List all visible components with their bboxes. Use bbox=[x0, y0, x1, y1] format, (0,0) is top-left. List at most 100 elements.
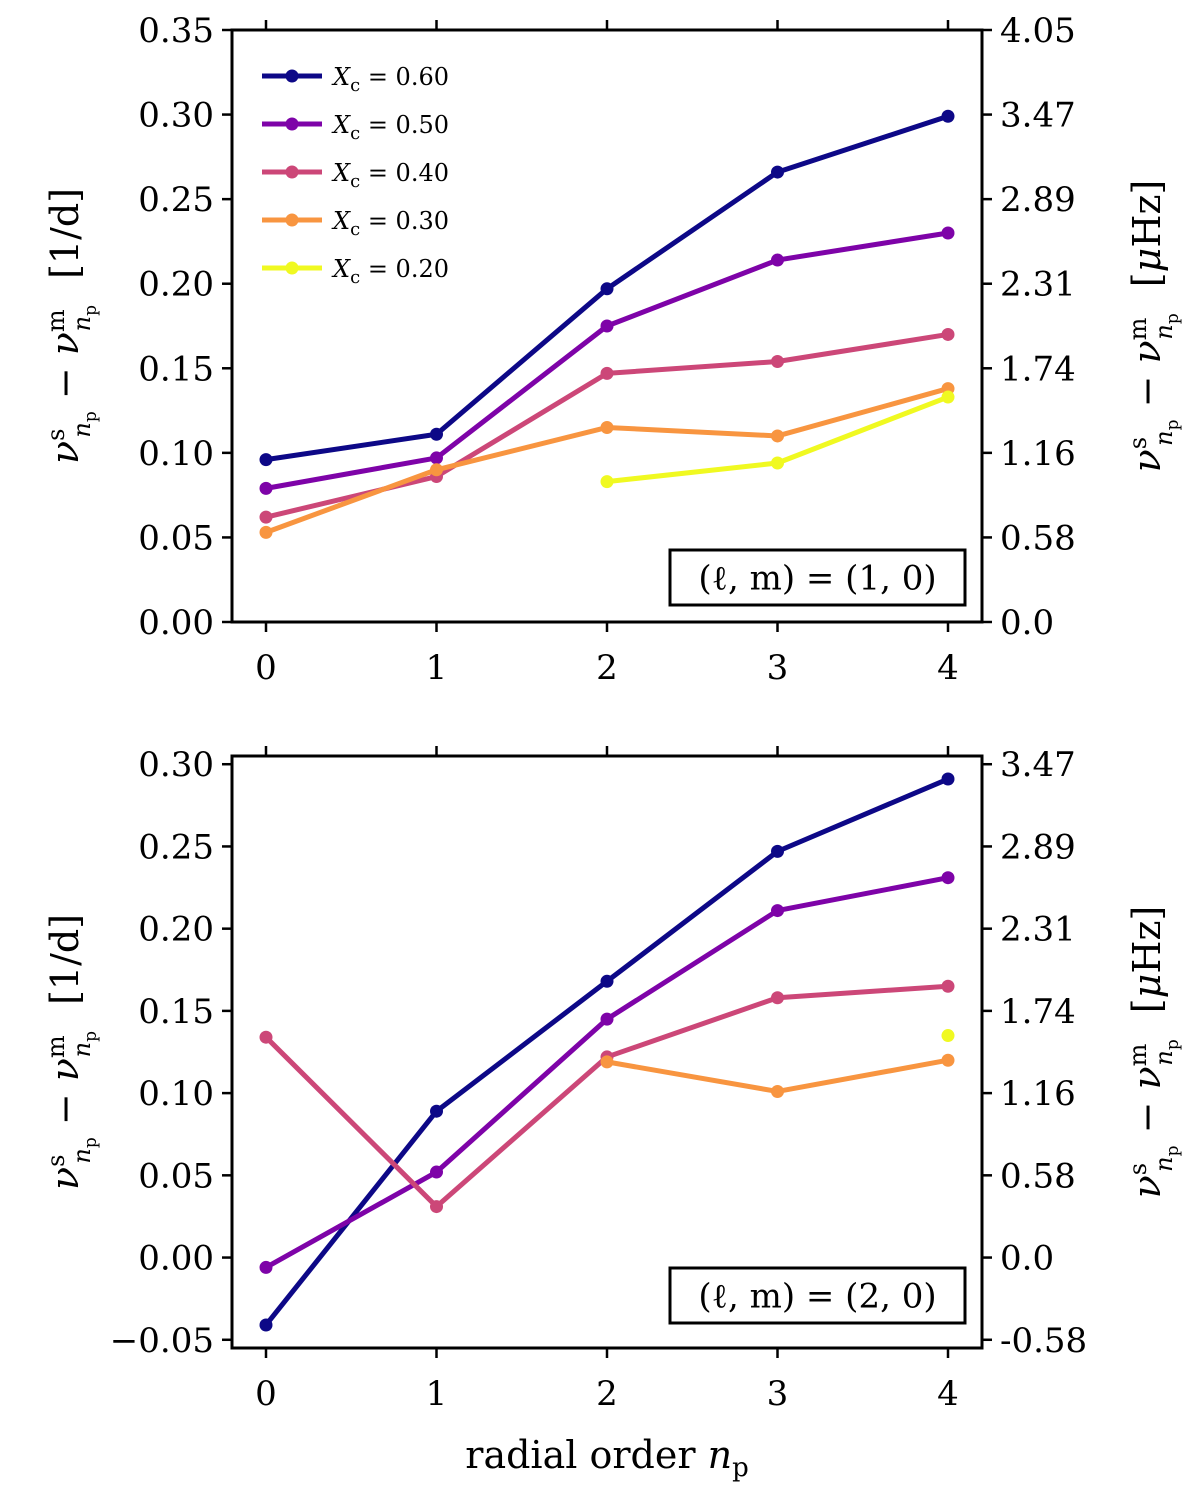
legend-swatch-marker bbox=[285, 261, 299, 275]
y-tick-label-right: 1.74 bbox=[1000, 349, 1076, 389]
legend-item: Xc = 0.60 bbox=[262, 63, 449, 96]
legend-label: Xc = 0.30 bbox=[331, 207, 449, 240]
y-tick-label-left: 0.10 bbox=[138, 434, 214, 474]
y-tick-label-right: 2.89 bbox=[1000, 827, 1076, 867]
x-tick-label: 3 bbox=[767, 648, 789, 688]
legend-item: Xc = 0.50 bbox=[262, 111, 449, 144]
data-point bbox=[430, 463, 443, 477]
y-tick-label-left: 0.30 bbox=[138, 96, 214, 136]
panel-label: (ℓ, m) = (2, 0) bbox=[698, 1277, 936, 1317]
data-point bbox=[430, 451, 443, 465]
y-tick-label-left: 0.00 bbox=[138, 603, 214, 643]
x-tick-label: 2 bbox=[596, 648, 618, 688]
data-point bbox=[600, 366, 614, 380]
series-Xc-0-20 bbox=[941, 1029, 955, 1043]
y-tick-label-right: 0.0 bbox=[1000, 603, 1054, 643]
y-tick-label-right: 2.89 bbox=[1000, 180, 1076, 220]
y-tick-label-left: 0.05 bbox=[138, 518, 214, 558]
y-tick-label-left: 0.05 bbox=[138, 1156, 214, 1196]
x-tick-label: 0 bbox=[255, 648, 277, 688]
x-tick-label: 2 bbox=[596, 1374, 618, 1414]
series-line bbox=[264, 875, 949, 1270]
data-point bbox=[600, 420, 614, 434]
panel-2: −0.05 -0.58 0.00 0.0 0.05 0.58 0.10 1.16 0.15 1.7… bbox=[42, 745, 1183, 1483]
y-tick-label-left: 0.25 bbox=[138, 180, 214, 220]
y-axis-label-left: νsnp − νmnp [1/d] bbox=[42, 188, 101, 464]
series-Xc-0-60 bbox=[259, 772, 955, 1332]
y-tick-label-left: 0.25 bbox=[138, 827, 214, 867]
series-Xc-0-60 bbox=[259, 109, 955, 467]
y-tick-label-left: 0.20 bbox=[138, 265, 214, 305]
series-Xc-0-20 bbox=[600, 390, 955, 489]
data-point bbox=[941, 1053, 955, 1067]
data-point bbox=[771, 355, 784, 369]
y-tick-label-right: 4.05 bbox=[1000, 11, 1076, 51]
data-point bbox=[600, 1055, 614, 1069]
legend-label: Xc = 0.60 bbox=[331, 63, 449, 96]
legend-label: Xc = 0.40 bbox=[331, 159, 449, 192]
series-Xc-0-30 bbox=[600, 1053, 955, 1098]
data-point bbox=[941, 327, 955, 341]
y-tick-label-right: 3.47 bbox=[1000, 745, 1076, 785]
data-point bbox=[430, 1165, 443, 1179]
y-tick-label-left: 0.00 bbox=[138, 1239, 214, 1279]
x-tick-label: 4 bbox=[937, 1374, 959, 1414]
legend-label: Xc = 0.50 bbox=[331, 111, 449, 144]
y-tick-label-right: 0.0 bbox=[1000, 1239, 1054, 1279]
y-tick-label-right: -0.58 bbox=[1000, 1321, 1087, 1361]
data-point bbox=[600, 1012, 614, 1026]
data-point bbox=[259, 481, 273, 495]
legend-swatch-marker bbox=[285, 69, 299, 83]
y-tick-label-left: 0.15 bbox=[138, 992, 214, 1032]
y-tick-label-left: 0.10 bbox=[138, 1074, 214, 1114]
data-point bbox=[771, 991, 784, 1005]
data-point bbox=[771, 904, 784, 918]
data-point bbox=[600, 974, 614, 988]
data-point bbox=[600, 319, 614, 333]
data-point bbox=[259, 1260, 273, 1274]
data-point bbox=[941, 390, 955, 404]
y-tick-label-right: 2.31 bbox=[1000, 265, 1076, 305]
data-point bbox=[600, 282, 614, 296]
data-point bbox=[259, 1318, 273, 1332]
y-tick-label-left: 0.15 bbox=[138, 349, 214, 389]
data-point bbox=[941, 772, 955, 786]
data-point bbox=[941, 979, 955, 993]
data-point bbox=[600, 475, 614, 489]
legend: Xc = 0.60 Xc = 0.50 Xc = 0.40 Xc = 0.30 Xc =… bbox=[262, 63, 449, 288]
data-point bbox=[771, 165, 784, 179]
y-tick-label-left: 0.30 bbox=[138, 745, 214, 785]
series-line bbox=[265, 386, 949, 535]
legend-label: Xc = 0.20 bbox=[331, 255, 449, 288]
y-tick-label-left: 0.35 bbox=[138, 11, 214, 51]
data-point bbox=[430, 427, 443, 441]
data-point bbox=[259, 510, 273, 524]
data-point bbox=[941, 109, 955, 123]
series-Xc-0-50 bbox=[259, 226, 955, 495]
x-tick-label: 4 bbox=[937, 648, 959, 688]
y-tick-label-right: 1.16 bbox=[1000, 1074, 1076, 1114]
data-point bbox=[771, 1084, 784, 1098]
y-tick-label-right: 1.74 bbox=[1000, 992, 1076, 1032]
x-tick-label: 0 bbox=[255, 1374, 277, 1414]
y-tick-label-left: 0.20 bbox=[138, 910, 214, 950]
legend-swatch-marker bbox=[285, 165, 299, 179]
legend-item: Xc = 0.40 bbox=[262, 159, 449, 192]
data-point bbox=[941, 1029, 955, 1043]
x-axis-label: radial order np bbox=[465, 1433, 748, 1483]
panel-label-box bbox=[668, 548, 967, 607]
y-tick-label-right: 0.58 bbox=[1000, 1156, 1076, 1196]
data-point bbox=[941, 871, 955, 885]
data-point bbox=[941, 226, 955, 240]
data-point bbox=[771, 429, 784, 443]
series-Xc-0-30 bbox=[259, 382, 955, 539]
data-point bbox=[259, 453, 273, 467]
legend-swatch-marker bbox=[285, 117, 299, 131]
series-Xc-0-50 bbox=[259, 871, 955, 1274]
data-point bbox=[771, 844, 784, 858]
y-tick-label-right: 0.58 bbox=[1000, 518, 1076, 558]
data-point bbox=[771, 456, 784, 470]
y-axis-label-right: νsnp − νmnp [μHz] bbox=[1124, 906, 1183, 1199]
y-tick-label-right: 1.16 bbox=[1000, 434, 1076, 474]
